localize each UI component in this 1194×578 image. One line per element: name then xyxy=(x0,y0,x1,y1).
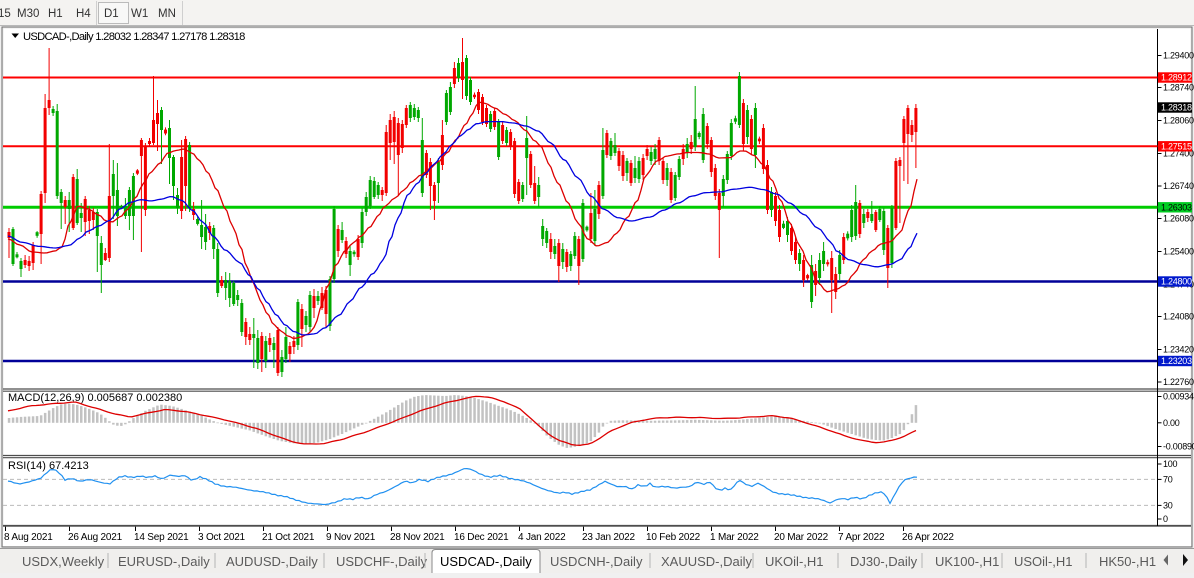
svg-text:1.28912: 1.28912 xyxy=(1161,73,1192,83)
svg-text:MN: MN xyxy=(158,8,176,20)
svg-text:UK100-,H1: UK100-,H1 xyxy=(935,554,999,569)
svg-text:AUDUSD-,Daily: AUDUSD-,Daily xyxy=(226,554,318,569)
svg-text:7 Apr 2022: 7 Apr 2022 xyxy=(838,532,885,543)
svg-text:XAUUSD-,Daily: XAUUSD-,Daily xyxy=(661,554,753,569)
svg-text:1.25400: 1.25400 xyxy=(1163,247,1194,257)
svg-text:10 Feb 2022: 10 Feb 2022 xyxy=(646,532,701,543)
svg-text:D1: D1 xyxy=(104,8,119,20)
svg-text:RSI(14) 67.4213: RSI(14) 67.4213 xyxy=(8,460,89,472)
svg-text:M30: M30 xyxy=(17,8,39,20)
svg-text:14 Sep 2021: 14 Sep 2021 xyxy=(134,532,189,543)
svg-text:1.23203: 1.23203 xyxy=(1161,356,1192,366)
svg-text:1.26740: 1.26740 xyxy=(1163,181,1194,191)
svg-text:1.29400: 1.29400 xyxy=(1163,51,1194,61)
svg-text:23 Jan 2022: 23 Jan 2022 xyxy=(582,532,635,543)
svg-text:1.23420: 1.23420 xyxy=(1163,345,1194,355)
svg-text:8 Aug 2021: 8 Aug 2021 xyxy=(4,532,53,543)
svg-text:4 Jan 2022: 4 Jan 2022 xyxy=(518,532,566,543)
svg-text:USOil-,H1: USOil-,H1 xyxy=(1014,554,1073,569)
svg-text:15: 15 xyxy=(0,8,11,20)
svg-text:20 Mar 2022: 20 Mar 2022 xyxy=(774,532,829,543)
svg-text:30: 30 xyxy=(1163,501,1173,511)
svg-text:26 Aug 2021: 26 Aug 2021 xyxy=(68,532,123,543)
svg-text:0: 0 xyxy=(1163,514,1168,524)
svg-text:1.24080: 1.24080 xyxy=(1163,312,1194,322)
svg-text:1.27400: 1.27400 xyxy=(1163,149,1194,159)
svg-text:HK50-,H1: HK50-,H1 xyxy=(1099,554,1156,569)
svg-text:DJ30-,Daily: DJ30-,Daily xyxy=(850,554,918,569)
svg-text:21 Oct 2021: 21 Oct 2021 xyxy=(262,532,315,543)
svg-text:USDCNH-,Daily: USDCNH-,Daily xyxy=(550,554,643,569)
svg-text:-0.008902: -0.008902 xyxy=(1163,442,1194,452)
svg-text:EURUSD-,Daily: EURUSD-,Daily xyxy=(118,554,210,569)
svg-text:0.00: 0.00 xyxy=(1163,418,1180,428)
svg-text:UKOil-,H1: UKOil-,H1 xyxy=(765,554,824,569)
svg-text:3 Oct 2021: 3 Oct 2021 xyxy=(198,532,246,543)
svg-text:1.24800: 1.24800 xyxy=(1161,277,1192,287)
svg-text:28 Nov 2021: 28 Nov 2021 xyxy=(390,532,445,543)
svg-text:1.26303: 1.26303 xyxy=(1161,203,1192,213)
svg-text:USDCAD-,Daily: USDCAD-,Daily xyxy=(440,554,532,569)
svg-text:1.28060: 1.28060 xyxy=(1163,116,1194,126)
svg-text:9 Nov 2021: 9 Nov 2021 xyxy=(326,532,376,543)
svg-text:16 Dec 2021: 16 Dec 2021 xyxy=(454,532,509,543)
svg-text:W1: W1 xyxy=(131,8,148,20)
svg-text:USDCAD-,Daily 1.28032 1.28347: USDCAD-,Daily 1.28032 1.28347 1.27178 1.… xyxy=(23,31,245,43)
svg-text:H4: H4 xyxy=(76,8,91,20)
svg-text:1.28318: 1.28318 xyxy=(1161,103,1192,113)
svg-text:1.26080: 1.26080 xyxy=(1163,214,1194,224)
svg-text:USDX,Weekly: USDX,Weekly xyxy=(22,554,105,569)
svg-text:1.28740: 1.28740 xyxy=(1163,83,1194,93)
svg-text:MACD(12,26,9) 0.005687 0.00238: MACD(12,26,9) 0.005687 0.002380 xyxy=(8,392,182,404)
svg-text:100: 100 xyxy=(1163,459,1178,469)
svg-text:1 Mar 2022: 1 Mar 2022 xyxy=(710,532,759,543)
svg-text:USDCHF-,Daily: USDCHF-,Daily xyxy=(336,554,428,569)
svg-text:26 Apr 2022: 26 Apr 2022 xyxy=(902,532,954,543)
svg-text:1.22760: 1.22760 xyxy=(1163,377,1194,387)
svg-text:70: 70 xyxy=(1163,475,1173,485)
svg-text:1.27515: 1.27515 xyxy=(1161,142,1192,152)
svg-text:0.009345: 0.009345 xyxy=(1163,392,1194,402)
svg-text:H1: H1 xyxy=(48,8,63,20)
